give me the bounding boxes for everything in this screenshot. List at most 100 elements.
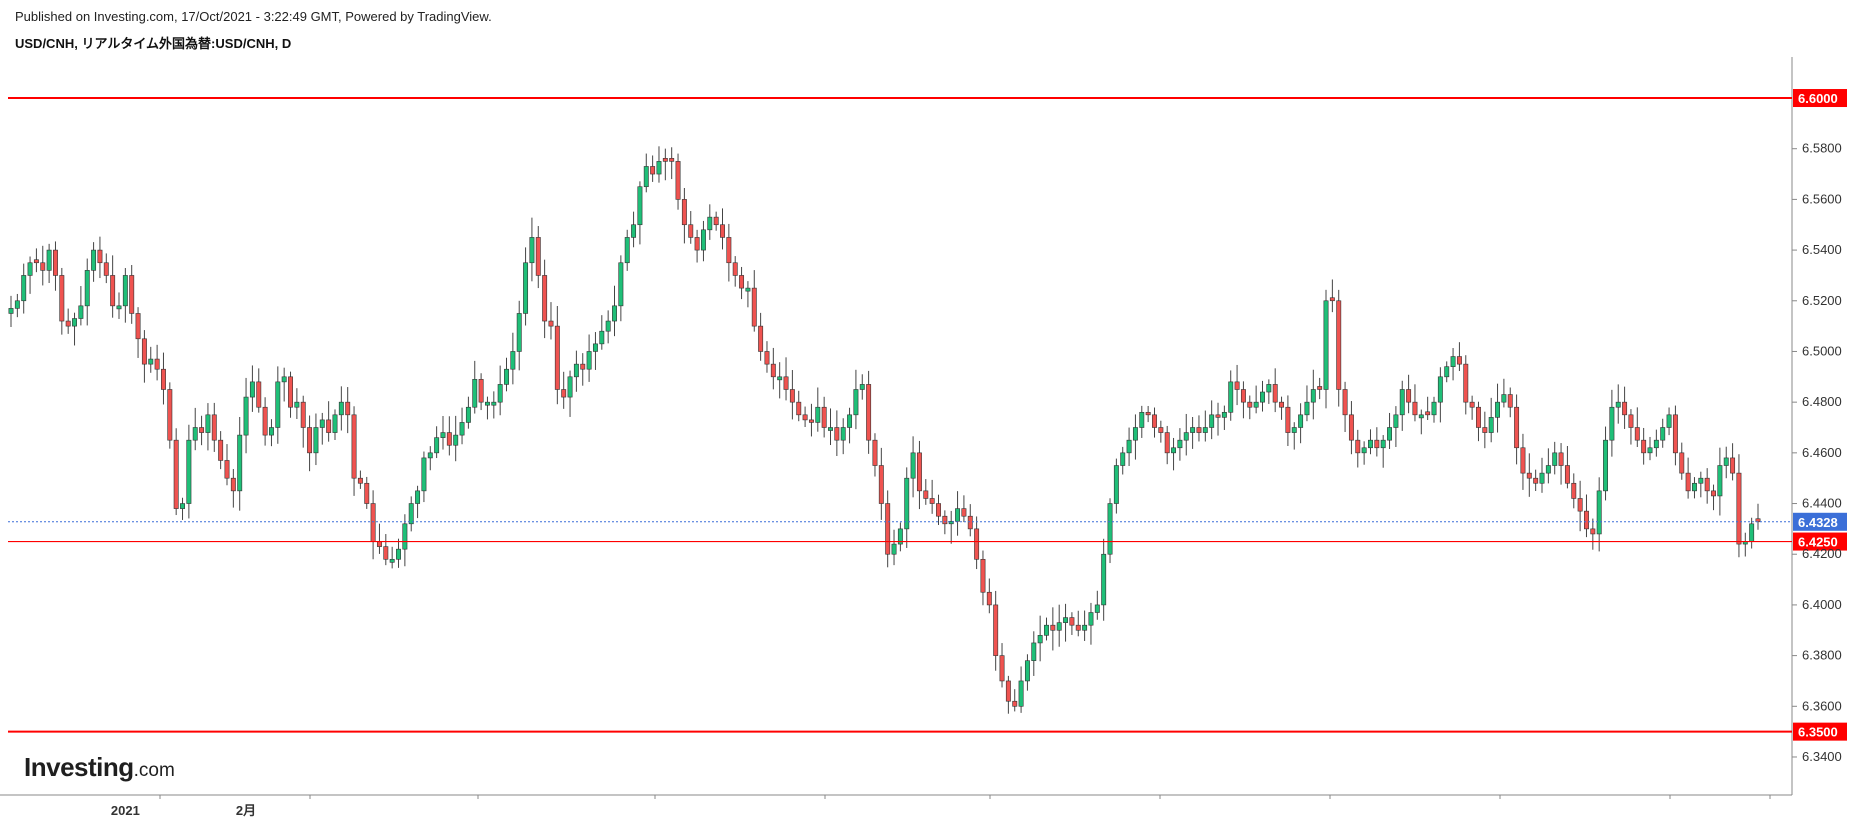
candle-body (338, 401, 344, 416)
candle-body (332, 414, 338, 433)
candle-body (720, 224, 725, 238)
candle (446, 416, 452, 456)
candle-body (1113, 465, 1119, 504)
candle (1031, 631, 1037, 676)
candle (275, 366, 281, 444)
candle-body (186, 439, 192, 504)
candle-body (1336, 300, 1342, 390)
candle-body (116, 305, 122, 310)
candle-body (1183, 432, 1189, 441)
candle (859, 374, 865, 400)
candle (612, 285, 617, 337)
candle-body (580, 363, 586, 370)
candle-body (205, 414, 211, 433)
candle-body (1253, 401, 1259, 408)
candle (478, 373, 484, 411)
candle (1209, 400, 1215, 440)
candle-body (1075, 624, 1081, 631)
candle (847, 407, 853, 444)
candle-body (1005, 680, 1011, 702)
candle-body (840, 427, 846, 441)
candle (1063, 603, 1069, 642)
candle-body (173, 439, 179, 509)
candle (1456, 342, 1462, 372)
candle (974, 516, 980, 570)
candle-body (262, 406, 268, 436)
candle-body (402, 523, 408, 550)
candle (707, 204, 713, 240)
candle-body (1431, 401, 1437, 416)
candle (237, 416, 243, 511)
candle (230, 469, 236, 508)
candle-body (961, 508, 967, 517)
candle-body (1679, 452, 1685, 474)
candle-body (389, 558, 395, 563)
candle-body (624, 237, 630, 264)
candle-body (1050, 624, 1056, 631)
candle (904, 467, 910, 548)
candle (681, 187, 687, 244)
candle (1647, 436, 1653, 461)
candle (27, 256, 33, 294)
candle (1698, 471, 1704, 498)
candle-body (1317, 386, 1323, 390)
candle (1126, 427, 1132, 467)
candle-body (180, 503, 185, 509)
candle-body (122, 275, 128, 307)
candle (408, 496, 414, 532)
candle-body (1653, 439, 1659, 449)
candle (1304, 385, 1310, 422)
candle (980, 550, 986, 606)
candle-body (1120, 452, 1126, 466)
candle-body (567, 376, 573, 398)
candle-body (688, 224, 694, 238)
candle (808, 403, 814, 437)
candle-body (243, 396, 249, 436)
candle (885, 490, 891, 568)
candle-body (408, 503, 414, 525)
candle (116, 292, 122, 319)
candle-body (561, 389, 567, 398)
candle-body (1348, 414, 1354, 441)
candle-body (535, 237, 541, 276)
level-badge (1793, 89, 1847, 108)
y-tick-label: 6.4800 (1802, 394, 1842, 409)
candle-body (1717, 465, 1723, 497)
candle-body (1266, 384, 1272, 393)
candle (1266, 379, 1272, 404)
candle (567, 370, 573, 417)
candle (726, 223, 732, 282)
candle-body (1323, 300, 1329, 390)
candle (777, 362, 783, 399)
candle-body (33, 259, 39, 264)
candle-body (415, 490, 421, 504)
candle (357, 470, 363, 489)
candle-body (745, 287, 751, 292)
candle-body (230, 477, 236, 492)
candle-body (1132, 427, 1138, 441)
candle (1463, 355, 1469, 415)
candle (173, 428, 179, 516)
candle (828, 408, 833, 446)
candle-body (516, 313, 522, 352)
candle-body (1425, 411, 1431, 416)
candle-body (1514, 406, 1520, 449)
level-label: 6.6000 (1798, 91, 1838, 106)
candle (554, 305, 560, 405)
candle (249, 365, 255, 412)
candle-body (275, 381, 281, 428)
last-price-label: 6.4328 (1798, 515, 1838, 530)
candle-body (288, 376, 293, 408)
candle (548, 302, 554, 340)
candle-body (1164, 432, 1170, 454)
candle (427, 446, 433, 471)
candle (948, 510, 954, 544)
candle-body (1437, 376, 1443, 403)
candle (1012, 689, 1018, 712)
level-badge (1793, 722, 1847, 741)
candle (643, 153, 649, 193)
candle-body (1247, 401, 1253, 408)
candle-body (370, 503, 376, 542)
candle (129, 265, 135, 324)
